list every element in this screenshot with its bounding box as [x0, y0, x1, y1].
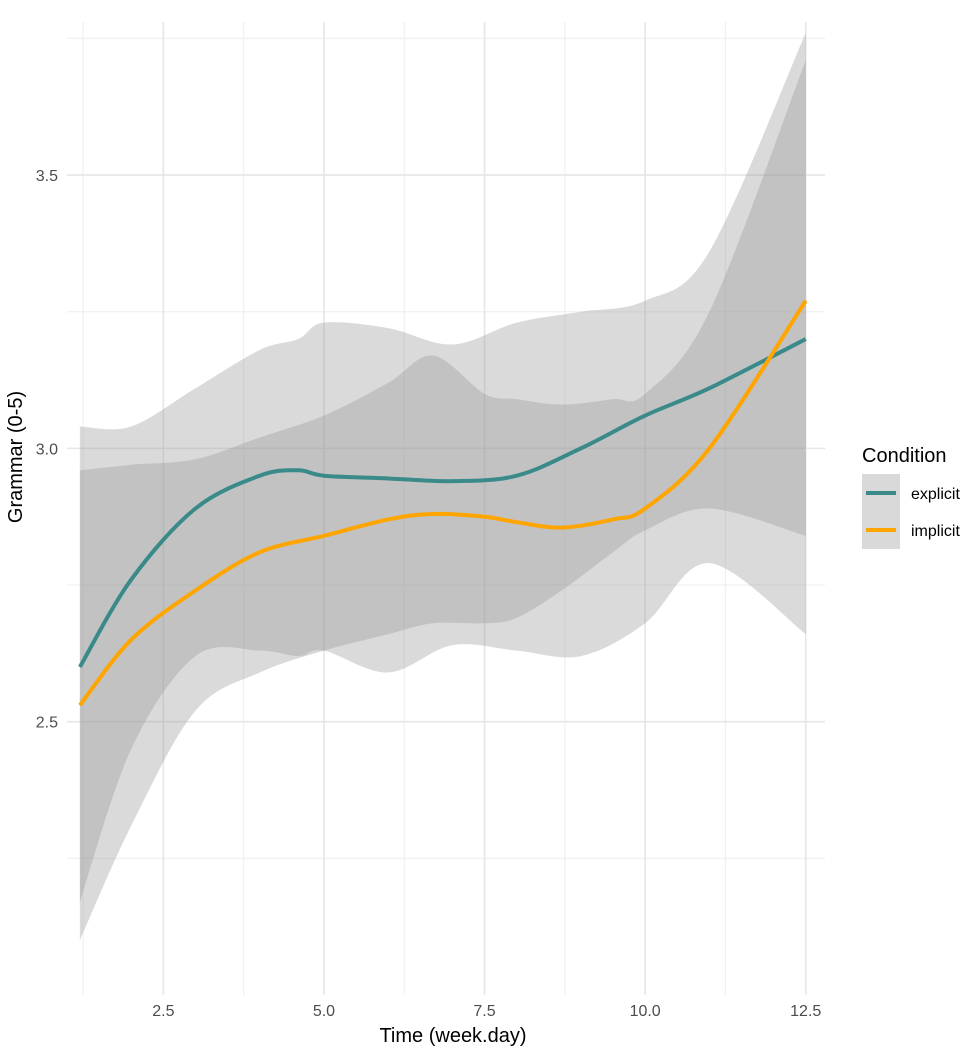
legend-label: implicit	[911, 523, 960, 540]
legend-title: Condition	[862, 445, 947, 467]
x-tick-label: 2.5	[152, 1003, 174, 1020]
x-tick-label: 12.5	[790, 1003, 821, 1020]
legend: Condition explicit implicit	[862, 445, 960, 549]
confidence-band-explicit	[79, 32, 806, 903]
series-line-implicit	[78, 299, 808, 707]
confidence-band-implicit	[79, 60, 806, 941]
confidence-bands	[79, 32, 806, 941]
y-tick-label: 3.0	[36, 441, 58, 458]
legend-label: explicit	[911, 486, 960, 503]
legend-entry-implicit: implicit	[862, 511, 960, 549]
x-axis-ticks: 2.5 5.0 7.5 10.0 12.5	[152, 1003, 821, 1020]
series-line-explicit	[78, 337, 807, 669]
y-tick-label: 2.5	[36, 715, 58, 732]
x-tick-label: 7.5	[473, 1003, 495, 1020]
y-axis-ticks: 2.5 3.0 3.5	[36, 168, 58, 732]
x-tick-label: 5.0	[313, 1003, 335, 1020]
series-lines	[78, 299, 808, 707]
x-tick-label: 10.0	[630, 1003, 661, 1020]
legend-entry-explicit: explicit	[862, 474, 960, 512]
y-tick-label: 3.5	[36, 168, 58, 185]
x-axis-title: Time (week.day)	[379, 1025, 526, 1047]
y-axis-title: Grammar (0-5)	[5, 391, 27, 523]
